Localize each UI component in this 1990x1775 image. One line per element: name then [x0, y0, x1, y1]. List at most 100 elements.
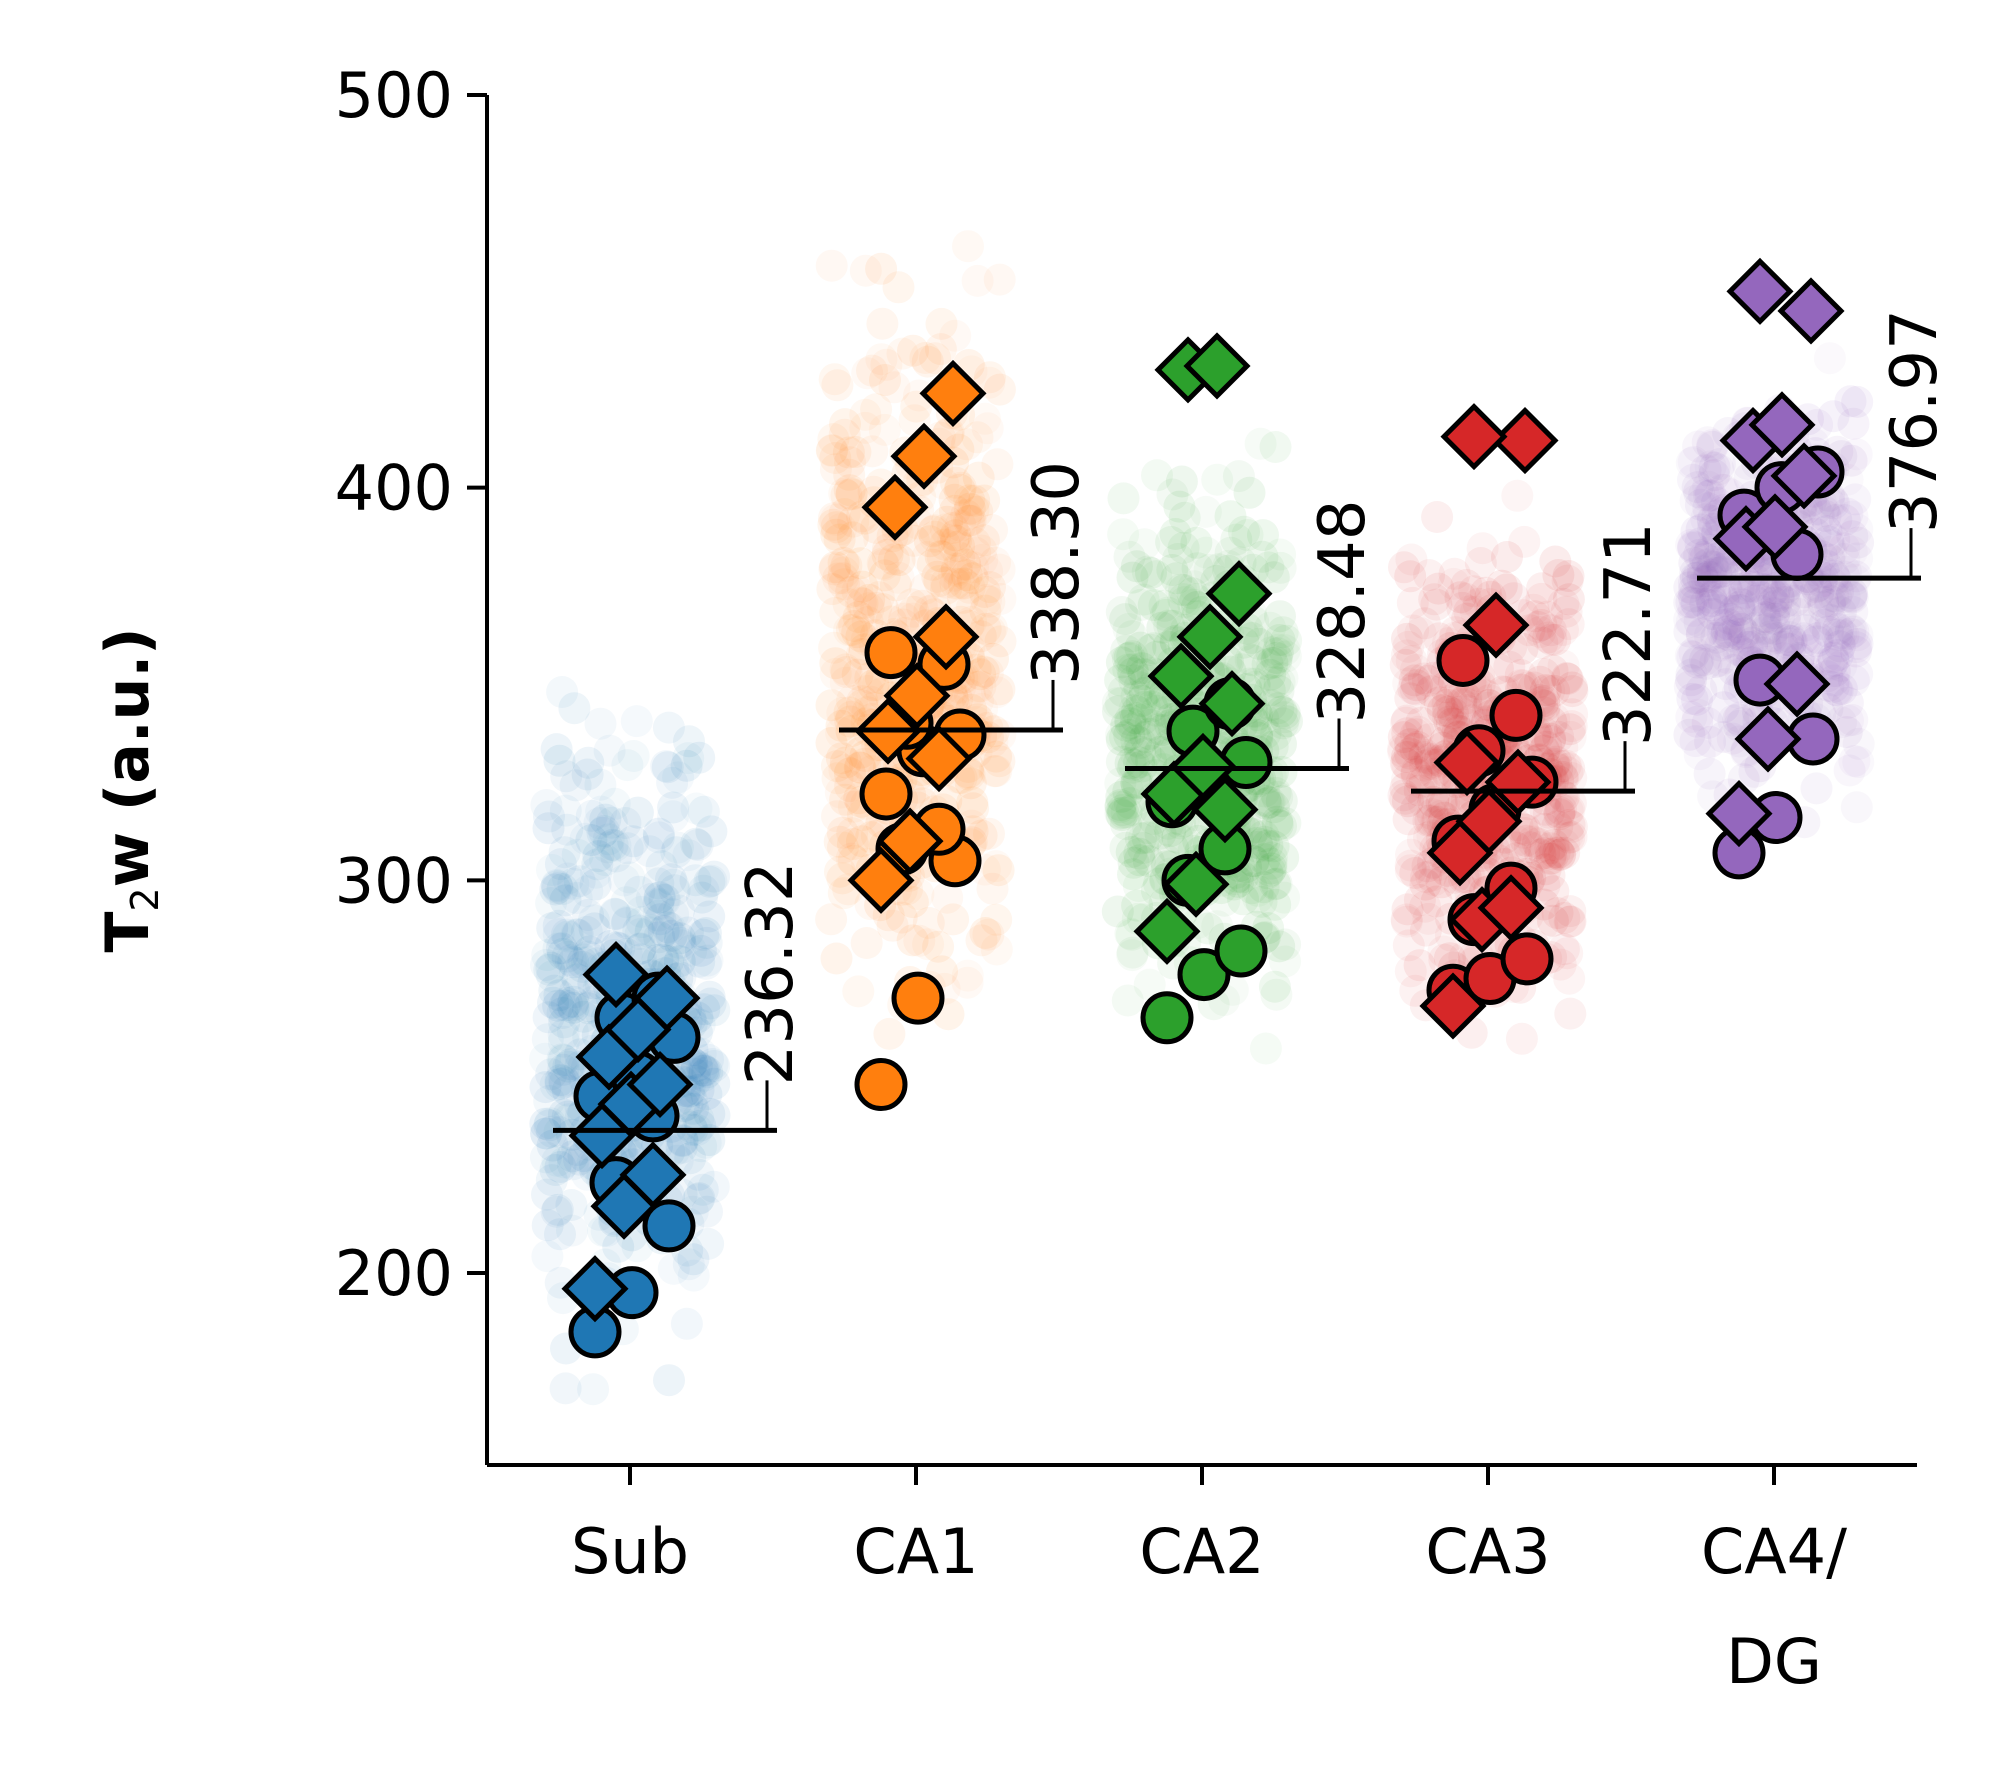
cloud-point — [1551, 756, 1584, 789]
cloud-point — [1409, 868, 1442, 901]
cloud-point — [844, 586, 877, 619]
cloud-point — [652, 945, 685, 978]
y-tick-label: 300 — [335, 844, 453, 917]
cloud-point — [824, 855, 856, 888]
cloud-point — [1236, 872, 1268, 905]
cloud-point — [647, 943, 680, 976]
cloud-point — [944, 509, 977, 542]
cloud-point — [1707, 721, 1740, 753]
subject-diamond-point — [876, 807, 944, 875]
cloud-point — [821, 800, 853, 833]
cloud-point — [1553, 905, 1586, 938]
cloud-point — [542, 918, 575, 951]
cloud-point — [1399, 974, 1432, 1007]
cloud-point — [1824, 596, 1857, 629]
cloud-point — [1836, 577, 1869, 610]
cloud-point — [917, 515, 950, 548]
cloud-point — [951, 966, 984, 999]
cloud-point — [1118, 664, 1151, 697]
cloud-point — [1234, 643, 1267, 676]
cloud-point — [980, 933, 1013, 966]
y-tick-label: 200 — [335, 1237, 453, 1310]
cloud-point — [607, 864, 640, 897]
cloud-point — [1129, 737, 1162, 770]
cloud-point — [584, 768, 617, 801]
cloud-point — [1800, 772, 1833, 805]
cloud-point — [666, 1125, 699, 1158]
cloud-point — [1717, 704, 1750, 737]
cloud-point — [1722, 572, 1755, 605]
cloud-point — [1404, 617, 1437, 650]
cloud-point — [1758, 602, 1791, 635]
cloud-point — [533, 800, 565, 833]
cloud-point — [939, 519, 972, 552]
cloud-point — [596, 828, 629, 861]
cloud-point — [538, 974, 571, 1007]
cloud-point — [540, 1195, 573, 1228]
cloud-point — [944, 471, 977, 504]
subject-diamond-point — [561, 1255, 629, 1323]
cloud-point — [1554, 905, 1587, 938]
subject-diamond-point — [1440, 403, 1508, 471]
cloud-point — [1140, 694, 1173, 727]
cloud-point — [825, 709, 858, 742]
cloud-point — [1684, 488, 1717, 521]
cloud-point — [1120, 550, 1153, 583]
cloud-point — [1116, 620, 1148, 653]
cloud-point — [1727, 620, 1760, 653]
cloud-point — [1403, 949, 1436, 982]
cloud-point — [692, 1227, 725, 1260]
cloud-point — [1543, 796, 1576, 829]
cloud-point — [1675, 447, 1708, 479]
cloud-point — [980, 755, 1013, 788]
cloud-point — [1523, 665, 1556, 698]
cloud-point — [1153, 609, 1186, 642]
cloud-point — [1553, 962, 1586, 995]
cloud-point — [1437, 697, 1469, 730]
cloud-point — [643, 881, 676, 914]
cloud-point — [689, 917, 722, 950]
cloud-point — [1556, 698, 1589, 731]
cloud-point — [1431, 701, 1464, 734]
cloud-point — [883, 544, 916, 577]
cloud-point — [1769, 606, 1802, 639]
cloud-point — [1418, 780, 1451, 813]
cloud-point — [1549, 749, 1582, 782]
cloud-point — [1450, 687, 1483, 720]
cloud-point — [947, 581, 979, 614]
cloud-point — [1533, 674, 1566, 707]
cloud-point — [851, 357, 884, 390]
cloud-point — [1820, 581, 1853, 614]
cloud-point — [551, 1100, 584, 1133]
cloud-point — [940, 524, 972, 557]
cloud-point — [846, 689, 878, 722]
cloud-point — [1525, 609, 1558, 641]
cloud-point — [849, 411, 882, 444]
cloud-point — [1104, 791, 1137, 823]
cloud-point — [969, 594, 1002, 627]
cloud-point — [560, 918, 593, 951]
cloud-point — [817, 502, 850, 535]
cloud-point — [1802, 622, 1835, 654]
cloud-point — [1268, 881, 1301, 914]
cloud-point — [815, 689, 848, 722]
cloud-point — [648, 884, 681, 916]
cloud-point — [1450, 569, 1483, 601]
cloud-point — [825, 716, 858, 749]
cloud-point — [1394, 728, 1427, 761]
cloud-point — [1836, 704, 1869, 736]
cloud-point — [1827, 619, 1860, 652]
cloud-point — [1688, 540, 1720, 573]
cloud-point — [1531, 600, 1564, 633]
cloud-point — [830, 656, 863, 688]
cloud-point — [1828, 543, 1861, 575]
cloud-point — [1123, 671, 1156, 704]
cloud-point — [1392, 667, 1425, 700]
cloud-point — [1521, 610, 1554, 643]
cloud-point — [851, 675, 884, 707]
cloud-point — [1822, 612, 1855, 645]
cloud-point — [921, 560, 954, 593]
cloud-point — [1110, 796, 1143, 829]
cloud-point — [1269, 928, 1302, 961]
cloud-point — [1553, 821, 1586, 854]
